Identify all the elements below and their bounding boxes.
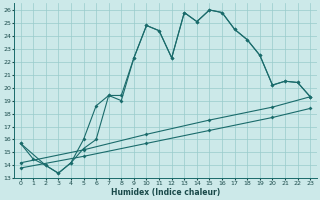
X-axis label: Humidex (Indice chaleur): Humidex (Indice chaleur): [111, 188, 220, 197]
